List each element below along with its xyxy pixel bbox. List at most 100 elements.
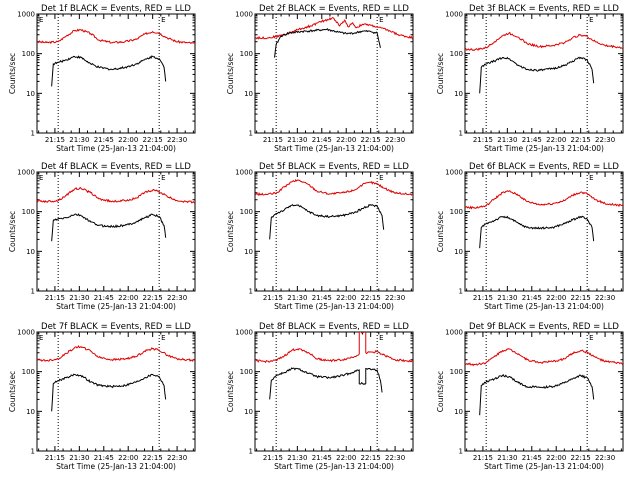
panel-title: Det 8f BLACK = Events, RED = LLD (259, 322, 409, 332)
x-tick-label: 22:00 (336, 454, 356, 462)
panel-title: Det 4f BLACK = Events, RED = LLD (41, 162, 191, 172)
y-tick-label: 1000 (235, 169, 253, 177)
y-tick-label: 1 (459, 448, 463, 456)
x-tick-label: 22:15 (143, 454, 163, 462)
x-tick-label: 21:15 (45, 454, 65, 462)
detector-panel: Det 6f BLACK = Events, RED = LLD 1 10 100 10… (436, 162, 624, 311)
plot-frame (36, 13, 196, 134)
events-series-line (274, 28, 381, 58)
x-tick-label: 21:30 (497, 454, 517, 462)
panel-title: Det 6f BLACK = Events, RED = LLD (469, 162, 619, 172)
detector-panel: Det 1f BLACK = Events, RED = LLD 1 10 100 10… (8, 4, 196, 153)
lld-series-line (255, 179, 413, 197)
y-tick-label: 100 (240, 368, 253, 376)
y-tick-label: 10 (244, 408, 253, 416)
panel-title: Det 5f BLACK = Events, RED = LLD (259, 162, 409, 172)
y-axis-label: Counts/sec (436, 371, 445, 412)
events-series-line (51, 55, 167, 87)
y-axis-label: Counts/sec (8, 371, 17, 412)
x-tick-label: 21:15 (45, 294, 65, 302)
y-tick-label: 10 (454, 90, 463, 98)
y-tick-label: 1000 (17, 169, 35, 177)
panel-title: Det 9f BLACK = Events, RED = LLD (469, 322, 619, 332)
lld-series-line (255, 17, 413, 40)
x-tick-label: 21:30 (497, 294, 517, 302)
x-tick-label: 22:15 (571, 454, 591, 462)
y-tick-label: 100 (240, 208, 253, 216)
x-tick-label: 22:15 (361, 454, 381, 462)
x-tick-label: 21:30 (287, 294, 307, 302)
x-tick-label: 22:00 (336, 136, 356, 144)
detector-panel: Det 3f BLACK = Events, RED = LLD 1 10 100 10… (436, 4, 624, 153)
x-tick-label: 22:30 (595, 294, 615, 302)
lld-series-line (37, 345, 195, 362)
y-tick-label: 1 (459, 130, 463, 138)
lld-series-line (37, 28, 195, 45)
detector-panel: Det 9f BLACK = Events, RED = LLD 1 10 100 10… (436, 322, 624, 471)
events-series-line (51, 213, 167, 242)
events-series-line (479, 373, 595, 416)
corner-label-right: E (161, 16, 165, 24)
plot-frame (464, 331, 624, 452)
panel-title: Det 7f BLACK = Events, RED = LLD (41, 322, 191, 332)
panel-title: Det 2f BLACK = Events, RED = LLD (259, 4, 409, 14)
corner-label-right: E (589, 334, 593, 342)
lld-series-line (37, 186, 195, 204)
y-axis-label: Counts/sec (8, 211, 17, 252)
events-series-line (269, 203, 385, 240)
y-tick-label: 1000 (445, 11, 463, 19)
x-tick-label: 22:15 (143, 294, 163, 302)
y-tick-label: 1000 (445, 169, 463, 177)
x-tick-label: 21:45 (94, 136, 114, 144)
y-tick-label: 1000 (445, 329, 463, 337)
x-axis-label: Start Time (25-Jan-13 21:04:00) (56, 302, 176, 311)
y-tick-label: 100 (450, 208, 463, 216)
y-tick-label: 10 (454, 248, 463, 256)
y-tick-label: 100 (22, 368, 35, 376)
x-tick-label: 21:45 (94, 294, 114, 302)
x-tick-label: 21:30 (497, 136, 517, 144)
lld-series-line (465, 348, 623, 367)
plot-frame (254, 13, 414, 134)
x-tick-label: 21:15 (473, 136, 493, 144)
y-axis-label: Counts/sec (8, 53, 17, 94)
y-tick-label: 10 (244, 248, 253, 256)
panel-title: Det 3f BLACK = Events, RED = LLD (469, 4, 619, 14)
y-axis-label: Counts/sec (226, 371, 235, 412)
y-tick-label: 100 (22, 50, 35, 58)
y-tick-label: 100 (240, 50, 253, 58)
x-axis-label: Start Time (25-Jan-13 21:04:00) (56, 144, 176, 153)
x-axis-label: Start Time (25-Jan-13 21:04:00) (56, 462, 176, 471)
x-tick-label: 22:30 (385, 136, 405, 144)
x-tick-label: 22:30 (385, 454, 405, 462)
y-tick-label: 1 (31, 448, 35, 456)
y-tick-label: 100 (450, 368, 463, 376)
corner-label-right: E (379, 16, 383, 24)
x-tick-label: 22:30 (167, 294, 187, 302)
corner-label-right: E (589, 16, 593, 24)
x-tick-label: 21:45 (312, 454, 332, 462)
y-tick-label: 100 (450, 50, 463, 58)
x-tick-label: 22:15 (571, 136, 591, 144)
y-axis-label: Counts/sec (226, 211, 235, 252)
x-tick-label: 22:00 (546, 454, 566, 462)
y-tick-label: 1 (31, 288, 35, 296)
corner-label-left: E (39, 174, 43, 182)
y-tick-label: 1 (249, 448, 253, 456)
x-tick-label: 22:15 (571, 294, 591, 302)
x-axis-label: Start Time (25-Jan-13 21:04:00) (484, 462, 604, 471)
corner-label-left: E (39, 334, 43, 342)
corner-label-right: E (379, 174, 383, 182)
x-axis-label: Start Time (25-Jan-13 21:04:00) (484, 144, 604, 153)
y-tick-label: 100 (22, 208, 35, 216)
y-tick-label: 1 (249, 288, 253, 296)
detector-panel: Det 7f BLACK = Events, RED = LLD 1 10 100 10… (8, 322, 196, 471)
x-tick-label: 21:15 (45, 136, 65, 144)
y-tick-label: 10 (26, 248, 35, 256)
y-tick-label: 1000 (235, 329, 253, 337)
events-series-line (479, 56, 595, 94)
x-axis-label: Start Time (25-Jan-13 21:04:00) (274, 144, 394, 153)
x-tick-label: 21:30 (69, 454, 89, 462)
